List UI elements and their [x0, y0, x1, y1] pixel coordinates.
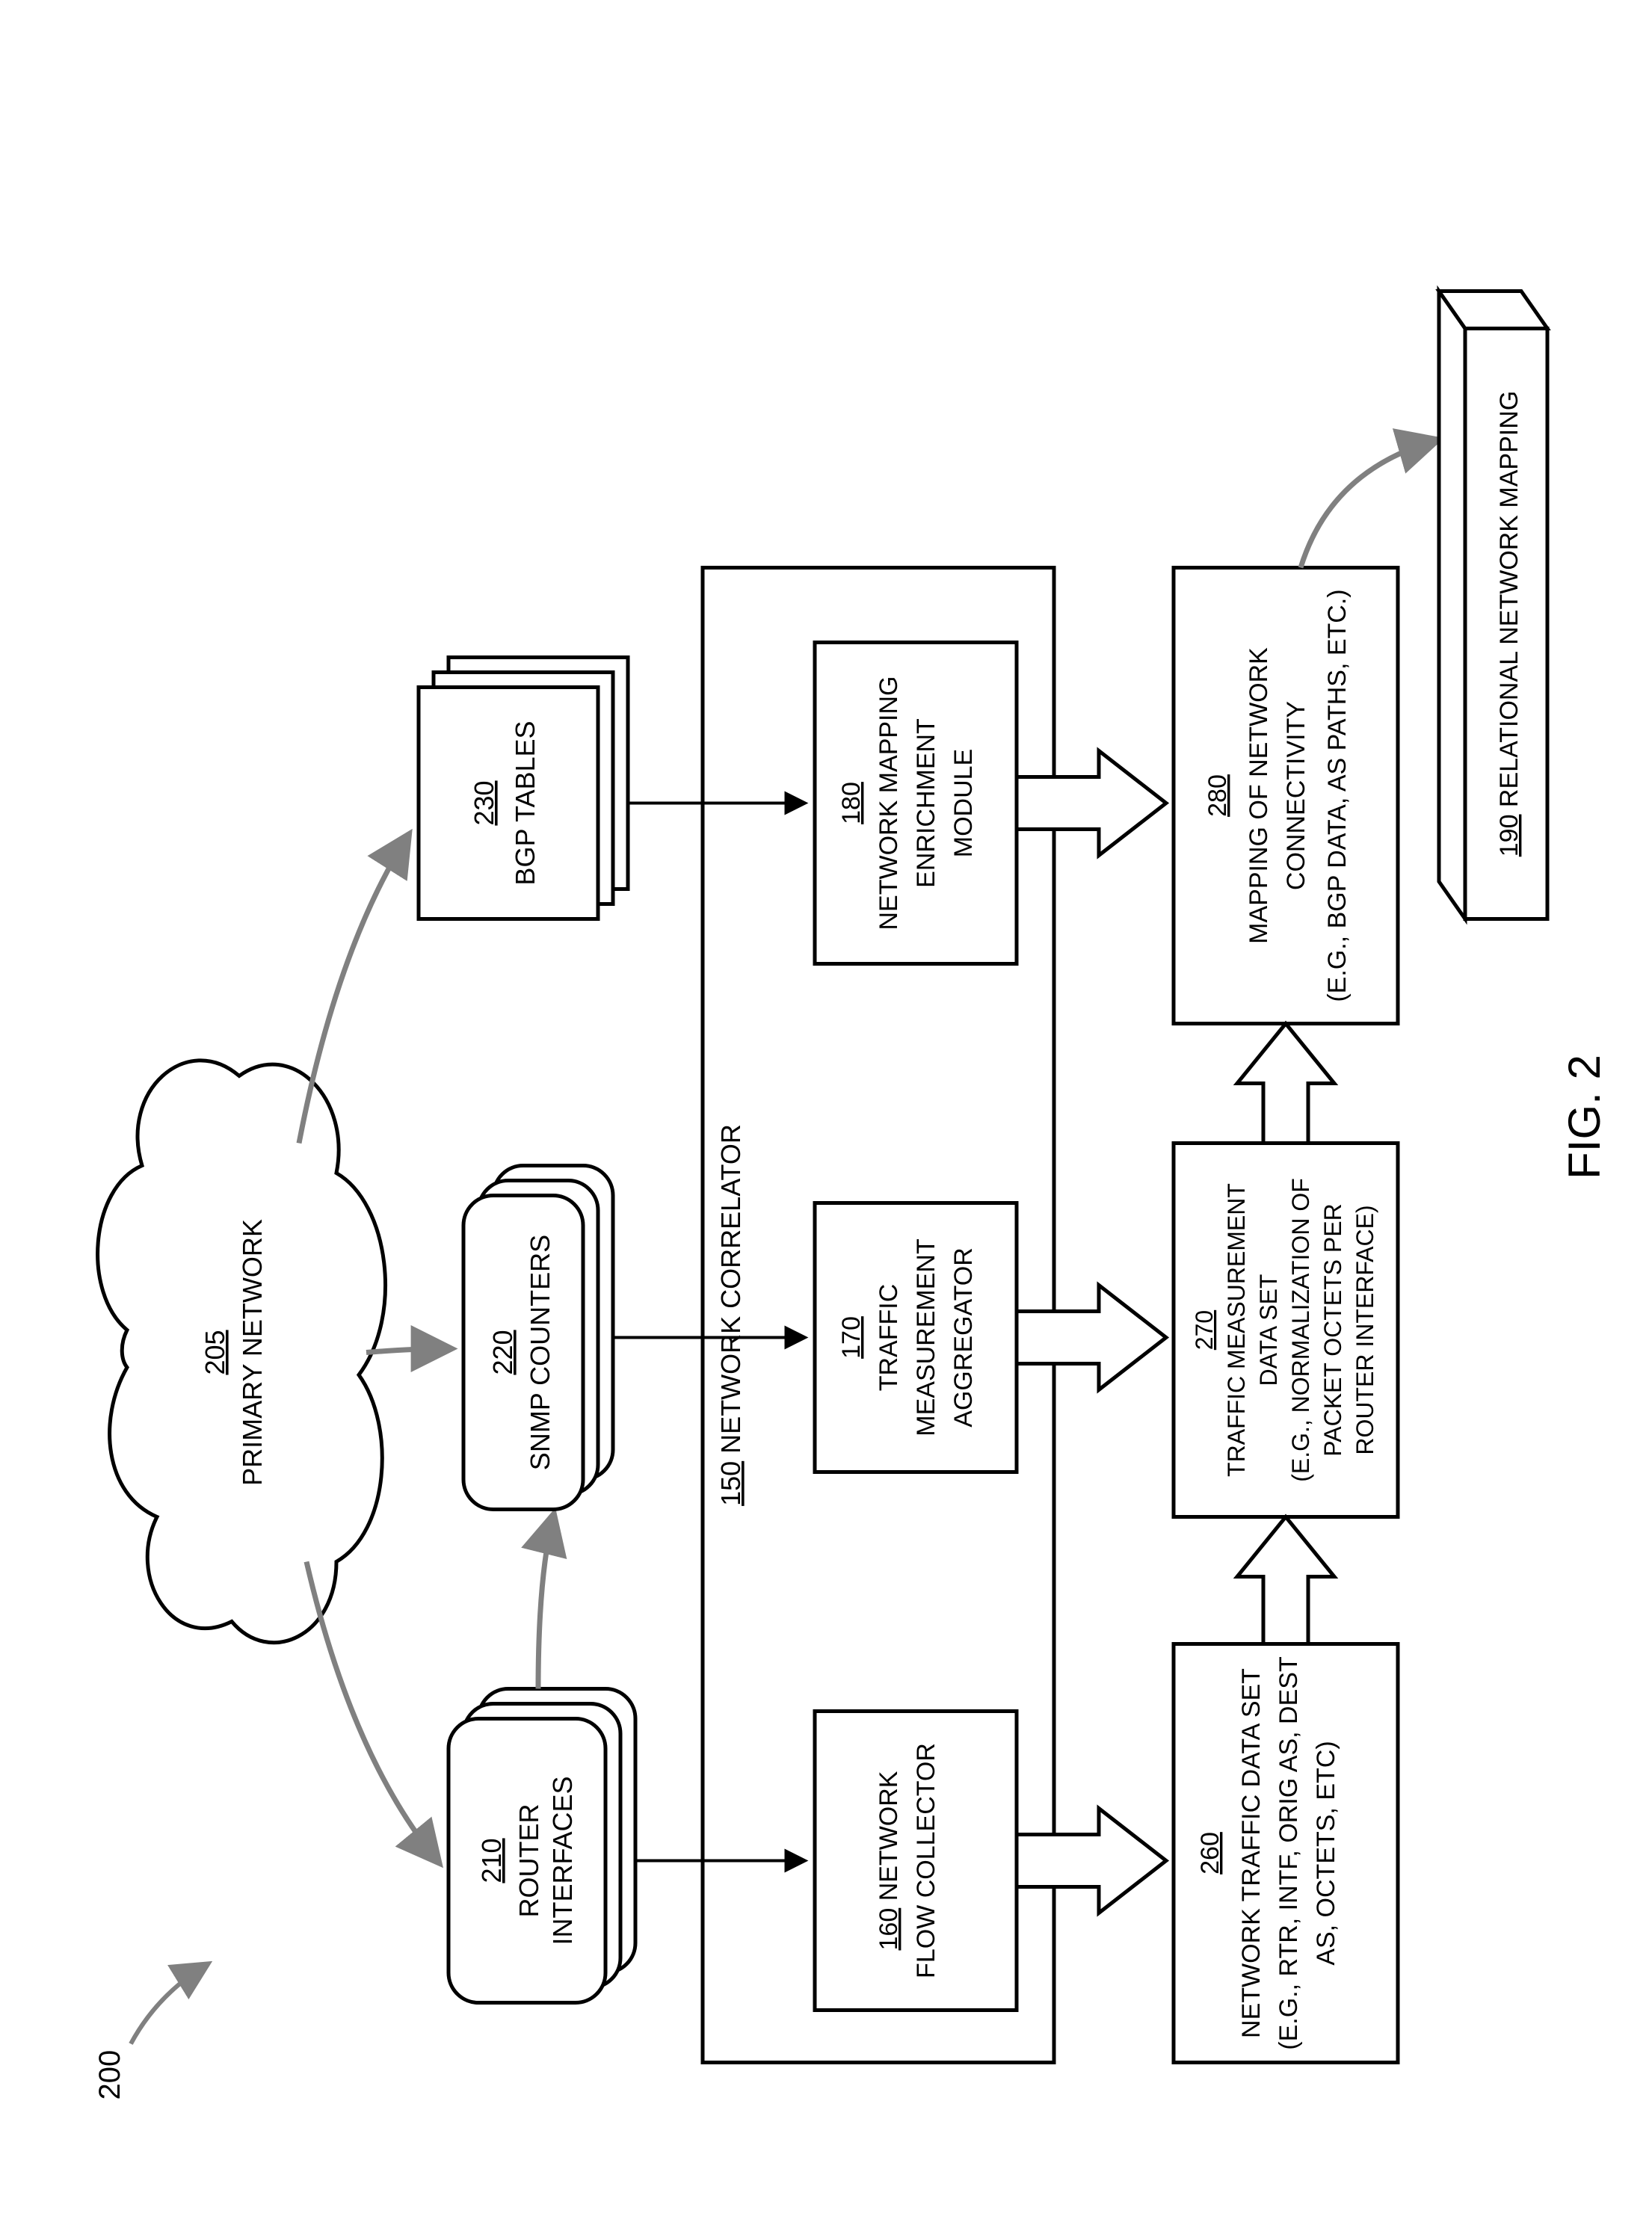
ds260-ref: 260 — [1196, 1832, 1224, 1874]
flow-text1: NETWORK — [875, 1771, 903, 1901]
network-flow-collector: 160 NETWORK FLOW COLLECTOR — [815, 1711, 1017, 2010]
ref-200: 200 — [93, 2049, 126, 2099]
db-text: RELATIONAL NETWORK MAPPING — [1495, 390, 1523, 806]
ds270-ref: 270 — [1191, 1309, 1218, 1349]
ds260-l2: (E.G., RTR, INTF, ORIG AS, DEST — [1275, 1656, 1303, 2049]
ds260-l3: AS, OCTETS, ETC) — [1312, 1741, 1340, 1965]
network-mapping-enrichment: 180 NETWORK MAPPING ENRICHMENT MODULE — [815, 642, 1017, 963]
ds270-l4: PACKET OCTETS PER — [1319, 1203, 1346, 1456]
router-to-snmp-arrow — [538, 1516, 553, 1688]
arrow-agg-to-270 — [1017, 1285, 1166, 1389]
ref-200-arrow — [131, 1965, 206, 2043]
ds280-l2: CONNECTIVITY — [1282, 700, 1310, 889]
snmp-text: SNMP COUNTERS — [525, 1234, 555, 1469]
agg-text3: AGGREGATOR — [949, 1247, 978, 1428]
enrich-text2: ENRICHMENT — [912, 718, 940, 888]
diagram-svg: 200 205 PRIMARY NETWORK 210 ROUTER INTER… — [0, 0, 1652, 2234]
svg-text:190 RELATIONAL NETWORK MAPPIN: 190 RELATIONAL NETWORK MAPPING — [1495, 390, 1523, 857]
diagram-stage: 200 205 PRIMARY NETWORK 210 ROUTER INTER… — [0, 0, 1652, 2234]
agg-ref: 170 — [837, 1316, 866, 1359]
ds280-ref: 280 — [1203, 774, 1232, 817]
traffic-aggregator: 170 TRAFFIC MEASUREMENT AGGREGATOR — [815, 1203, 1017, 1472]
agg-text2: MEASUREMENT — [912, 1238, 940, 1436]
correlator-ref: 150 — [715, 1460, 746, 1505]
enrich-text1: NETWORK MAPPING — [875, 676, 903, 930]
ds260-l1: NETWORK TRAFFIC DATA SET — [1237, 1668, 1266, 2038]
bgp-tables: 230 BGP TABLES — [419, 657, 628, 919]
ds280-l3: (E.G., BGP DATA, AS PATHS, ETC.) — [1323, 589, 1352, 1002]
arrow-flow-to-260 — [1017, 1808, 1166, 1913]
cloud-ref: 205 — [200, 1330, 230, 1374]
ds280-l1: MAPPING OF NETWORK — [1245, 647, 1273, 943]
arrow-260-to-270 — [1237, 1516, 1334, 1644]
flow-ref: 160 — [875, 1907, 903, 1950]
snmp-counters: 220 SNMP COUNTERS — [463, 1165, 613, 1509]
ds270-l3: (E.G., NORMALIZATION OF — [1287, 1178, 1314, 1482]
ds270-l2: DATA SET — [1255, 1274, 1282, 1386]
ds270-l1: TRAFFIC MEASUREMENT — [1223, 1183, 1250, 1477]
primary-network-cloud: 205 PRIMARY NETWORK — [98, 1060, 386, 1642]
db-ref: 190 — [1495, 814, 1523, 857]
ds270-l5: ROUTER INTERFACE) — [1352, 1205, 1378, 1454]
network-traffic-dataset: 260 NETWORK TRAFFIC DATA SET (E.G., RTR,… — [1174, 1644, 1398, 2062]
router-text1: ROUTER — [514, 1803, 544, 1917]
cloud-to-snmp-arrow — [366, 1348, 449, 1352]
mapping-connectivity: 280 MAPPING OF NETWORK CONNECTIVITY (E.G… — [1174, 567, 1398, 1023]
enrich-text3: MODULE — [949, 748, 978, 857]
enrich-ref: 180 — [837, 782, 866, 824]
router-ref: 210 — [476, 1838, 507, 1883]
agg-text1: TRAFFIC — [875, 1283, 903, 1391]
cloud-text: PRIMARY NETWORK — [237, 1219, 268, 1486]
figure-label: FIG. 2 — [1559, 1055, 1609, 1179]
bgp-text: BGP TABLES — [510, 721, 540, 885]
arrow-270-to-280 — [1237, 1023, 1334, 1143]
router-interfaces: 210 ROUTER INTERFACES — [449, 1688, 635, 2002]
svg-text:160 NETWORK: 160 NETWORK — [875, 1771, 903, 1950]
arrow-280-to-db — [1301, 440, 1435, 567]
relational-network-mapping-db: 190 RELATIONAL NETWORK MAPPING — [1439, 291, 1547, 919]
arrow-enrich-to-280 — [1017, 750, 1166, 855]
router-text2: INTERFACES — [547, 1776, 578, 1945]
correlator-text: NETWORK CORRELATOR — [715, 1124, 746, 1454]
svg-text:150 NETWORK CORRELATOR: 150 NETWORK CORRELATOR — [715, 1124, 746, 1506]
flow-text2: FLOW COLLECTOR — [912, 1743, 940, 1978]
snmp-ref: 220 — [487, 1330, 518, 1374]
traffic-measurement-dataset: 270 TRAFFIC MEASUREMENT DATA SET (E.G., … — [1174, 1143, 1398, 1516]
bgp-ref: 230 — [469, 780, 499, 825]
